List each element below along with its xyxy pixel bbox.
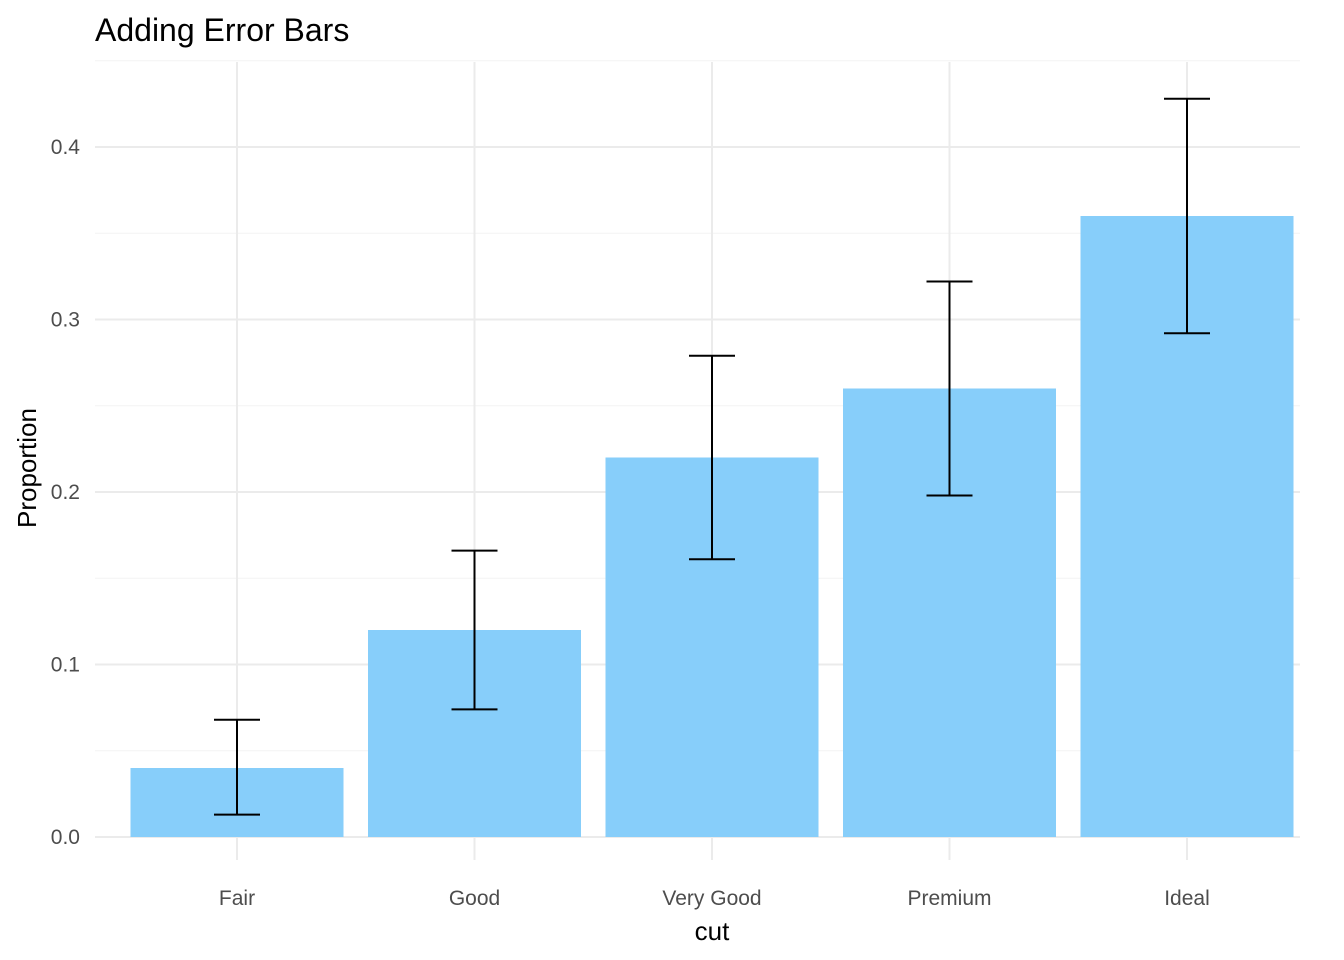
error-bar xyxy=(926,280,973,497)
x-tick-label: Good xyxy=(449,887,500,910)
bars xyxy=(130,216,1294,837)
error-bar xyxy=(1164,97,1210,335)
y-axis-ticks: 0.0 0.1 0.2 0.3 0.4 xyxy=(51,136,81,849)
x-tick-label: Ideal xyxy=(1164,887,1210,910)
error-bar xyxy=(689,354,735,561)
y-tick-label: 0.3 xyxy=(51,309,80,332)
error-bar xyxy=(214,718,260,816)
y-tick-label: 0.1 xyxy=(51,654,80,677)
error-bars xyxy=(214,97,1210,816)
y-tick-label: 0.0 xyxy=(51,826,80,849)
x-axis-title: cut xyxy=(695,916,730,946)
x-tick-label: Fair xyxy=(219,887,255,910)
error-bar xyxy=(451,549,498,711)
chart-title: Adding Error Bars xyxy=(95,12,349,48)
x-tick-label: Very Good xyxy=(662,887,761,910)
y-axis-title: Proportion xyxy=(12,408,42,528)
y-tick-label: 0.4 xyxy=(51,136,81,159)
x-tick-label: Premium xyxy=(907,887,991,910)
y-tick-label: 0.2 xyxy=(51,481,80,504)
x-axis-ticks: Fair Good Very Good Premium Ideal xyxy=(219,887,1210,910)
